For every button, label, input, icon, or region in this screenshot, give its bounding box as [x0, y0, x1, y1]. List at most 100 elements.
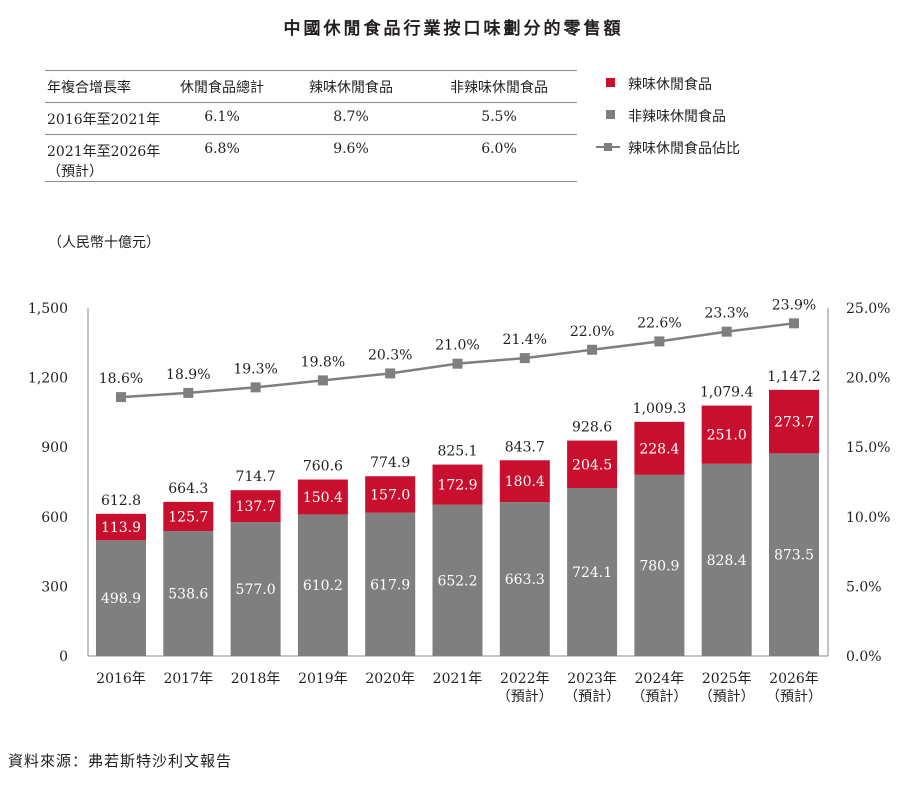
data-label-spicy: 228.4 — [639, 441, 679, 457]
data-label-spicy: 150.4 — [303, 490, 343, 506]
data-label-spicy: 204.5 — [572, 457, 612, 473]
y2-tick-label: 10.0% — [846, 510, 890, 526]
data-label-spicy: 180.4 — [505, 474, 545, 490]
bar-non-spicy — [432, 504, 483, 656]
data-label-total: 714.7 — [236, 469, 276, 485]
x-tick-note: （預計） — [766, 689, 822, 705]
share-marker — [385, 368, 396, 379]
y-tick-label: 1,200 — [28, 371, 68, 387]
x-tick-label: 2025年 — [702, 671, 752, 687]
share-marker — [183, 387, 194, 398]
share-label: 23.3% — [704, 306, 748, 322]
share-marker — [317, 375, 328, 386]
bar-spicy — [432, 464, 483, 505]
share-marker — [250, 382, 261, 393]
row-total: 6.8% — [204, 141, 240, 157]
x-tick-label: 2021年 — [433, 671, 483, 687]
x-tick-note: （預計） — [564, 689, 620, 705]
x-tick-label: 2016年 — [96, 671, 146, 687]
data-label-total: 1,079.4 — [700, 385, 754, 401]
bar-spicy — [634, 421, 685, 475]
share-marker — [587, 344, 598, 355]
y-tick-label: 600 — [41, 510, 68, 526]
bar-spicy — [365, 476, 416, 513]
data-label-total: 774.9 — [370, 455, 410, 471]
x-tick-label: 2024年 — [635, 671, 685, 687]
legend-marker-share — [604, 143, 612, 151]
x-tick-note: （預計） — [699, 689, 755, 705]
legend-label-spicy: 辣味休閒食品 — [628, 77, 712, 93]
bar-non-spicy — [567, 488, 618, 656]
x-tick-label: 2017年 — [163, 671, 213, 687]
share-label: 21.0% — [435, 338, 479, 354]
data-label-spicy: 113.9 — [101, 520, 141, 536]
row-spicy: 9.6% — [333, 141, 369, 157]
data-label-total: 1,009.3 — [633, 401, 686, 417]
bar-spicy — [701, 405, 752, 464]
share-label: 21.4% — [503, 332, 547, 348]
data-label-non-spicy: 538.6 — [168, 587, 208, 603]
bar-spicy — [163, 501, 214, 532]
data-label-non-spicy: 780.9 — [639, 558, 679, 574]
x-tick-label: 2018年 — [231, 671, 281, 687]
share-label: 18.9% — [166, 367, 210, 383]
legend-swatch-spicy — [606, 78, 615, 87]
row-period-years: 2021年至2026年 — [47, 144, 161, 160]
table-row: 2021年至2026年 （預計） 6.8% 9.6% 6.0% — [45, 135, 577, 182]
data-label-total: 760.6 — [303, 459, 343, 475]
y-tick-label: 1,500 — [28, 301, 68, 317]
header-cagr: 年複合增長率 — [47, 80, 131, 96]
data-label-non-spicy: 652.2 — [437, 573, 477, 589]
data-label-non-spicy: 873.5 — [774, 548, 814, 564]
y2-tick-label: 5.0% — [846, 579, 882, 595]
bar-non-spicy — [96, 540, 146, 656]
share-label: 20.3% — [368, 347, 412, 363]
bar-spicy — [230, 490, 281, 523]
unit-label: （人民幣十億元） — [48, 235, 160, 251]
table-row: 2016年至2021年 6.1% 8.7% 5.5% — [45, 103, 577, 135]
x-tick-label: 2020年 — [365, 671, 415, 687]
y2-tick-label: 0.0% — [846, 649, 882, 665]
data-label-total: 612.8 — [101, 493, 141, 509]
chart-title: 中國休閒食品行業按口味劃分的零售額 — [283, 19, 624, 39]
header-non-spicy: 非辣味休閒食品 — [450, 80, 548, 96]
x-tick-label: 2026年 — [769, 671, 819, 687]
cagr-table: 年複合增長率 休閒食品總計 辣味休閒食品 非辣味休閒食品 2016年至2021年… — [45, 70, 577, 182]
share-label: 23.9% — [772, 297, 816, 313]
data-label-total: 843.7 — [505, 439, 545, 455]
row-period: 2021年至2026年 （預計） — [47, 141, 160, 181]
data-label-spicy: 273.7 — [774, 415, 814, 431]
data-label-total: 1,147.2 — [767, 369, 820, 385]
row-non-spicy: 6.0% — [481, 141, 517, 157]
share-label: 22.6% — [637, 315, 681, 331]
x-tick-note: （預計） — [497, 689, 553, 705]
data-label-non-spicy: 724.1 — [572, 565, 612, 581]
x-tick-label: 2023年 — [567, 671, 617, 687]
bar-non-spicy — [634, 474, 685, 656]
x-tick-label: 2019年 — [298, 671, 348, 687]
bar-non-spicy — [365, 512, 416, 656]
bar-spicy — [96, 513, 146, 541]
data-label-non-spicy: 610.2 — [303, 578, 343, 594]
data-label-spicy: 125.7 — [168, 509, 208, 525]
row-non-spicy: 5.5% — [481, 109, 517, 125]
share-marker — [789, 318, 799, 329]
bar-spicy — [297, 479, 348, 515]
row-period-note: （預計） — [47, 164, 103, 180]
data-label-spicy: 251.0 — [707, 428, 747, 444]
bar-non-spicy — [769, 453, 819, 656]
share-marker — [654, 336, 665, 347]
bar-non-spicy — [297, 514, 348, 656]
legend-swatch-non-spicy — [606, 110, 615, 119]
y2-tick-label: 20.0% — [846, 371, 890, 387]
data-label-non-spicy: 828.4 — [707, 553, 747, 569]
y2-tick-label: 25.0% — [846, 301, 890, 317]
y-tick-label: 0 — [59, 649, 68, 665]
data-label-total: 664.3 — [168, 481, 208, 497]
data-label-spicy: 172.9 — [437, 478, 477, 494]
bar-spicy — [567, 440, 618, 489]
data-label-spicy: 137.7 — [236, 499, 276, 515]
bar-spicy — [769, 389, 819, 454]
row-spicy: 8.7% — [333, 109, 369, 125]
data-label-spicy: 157.0 — [370, 487, 410, 503]
